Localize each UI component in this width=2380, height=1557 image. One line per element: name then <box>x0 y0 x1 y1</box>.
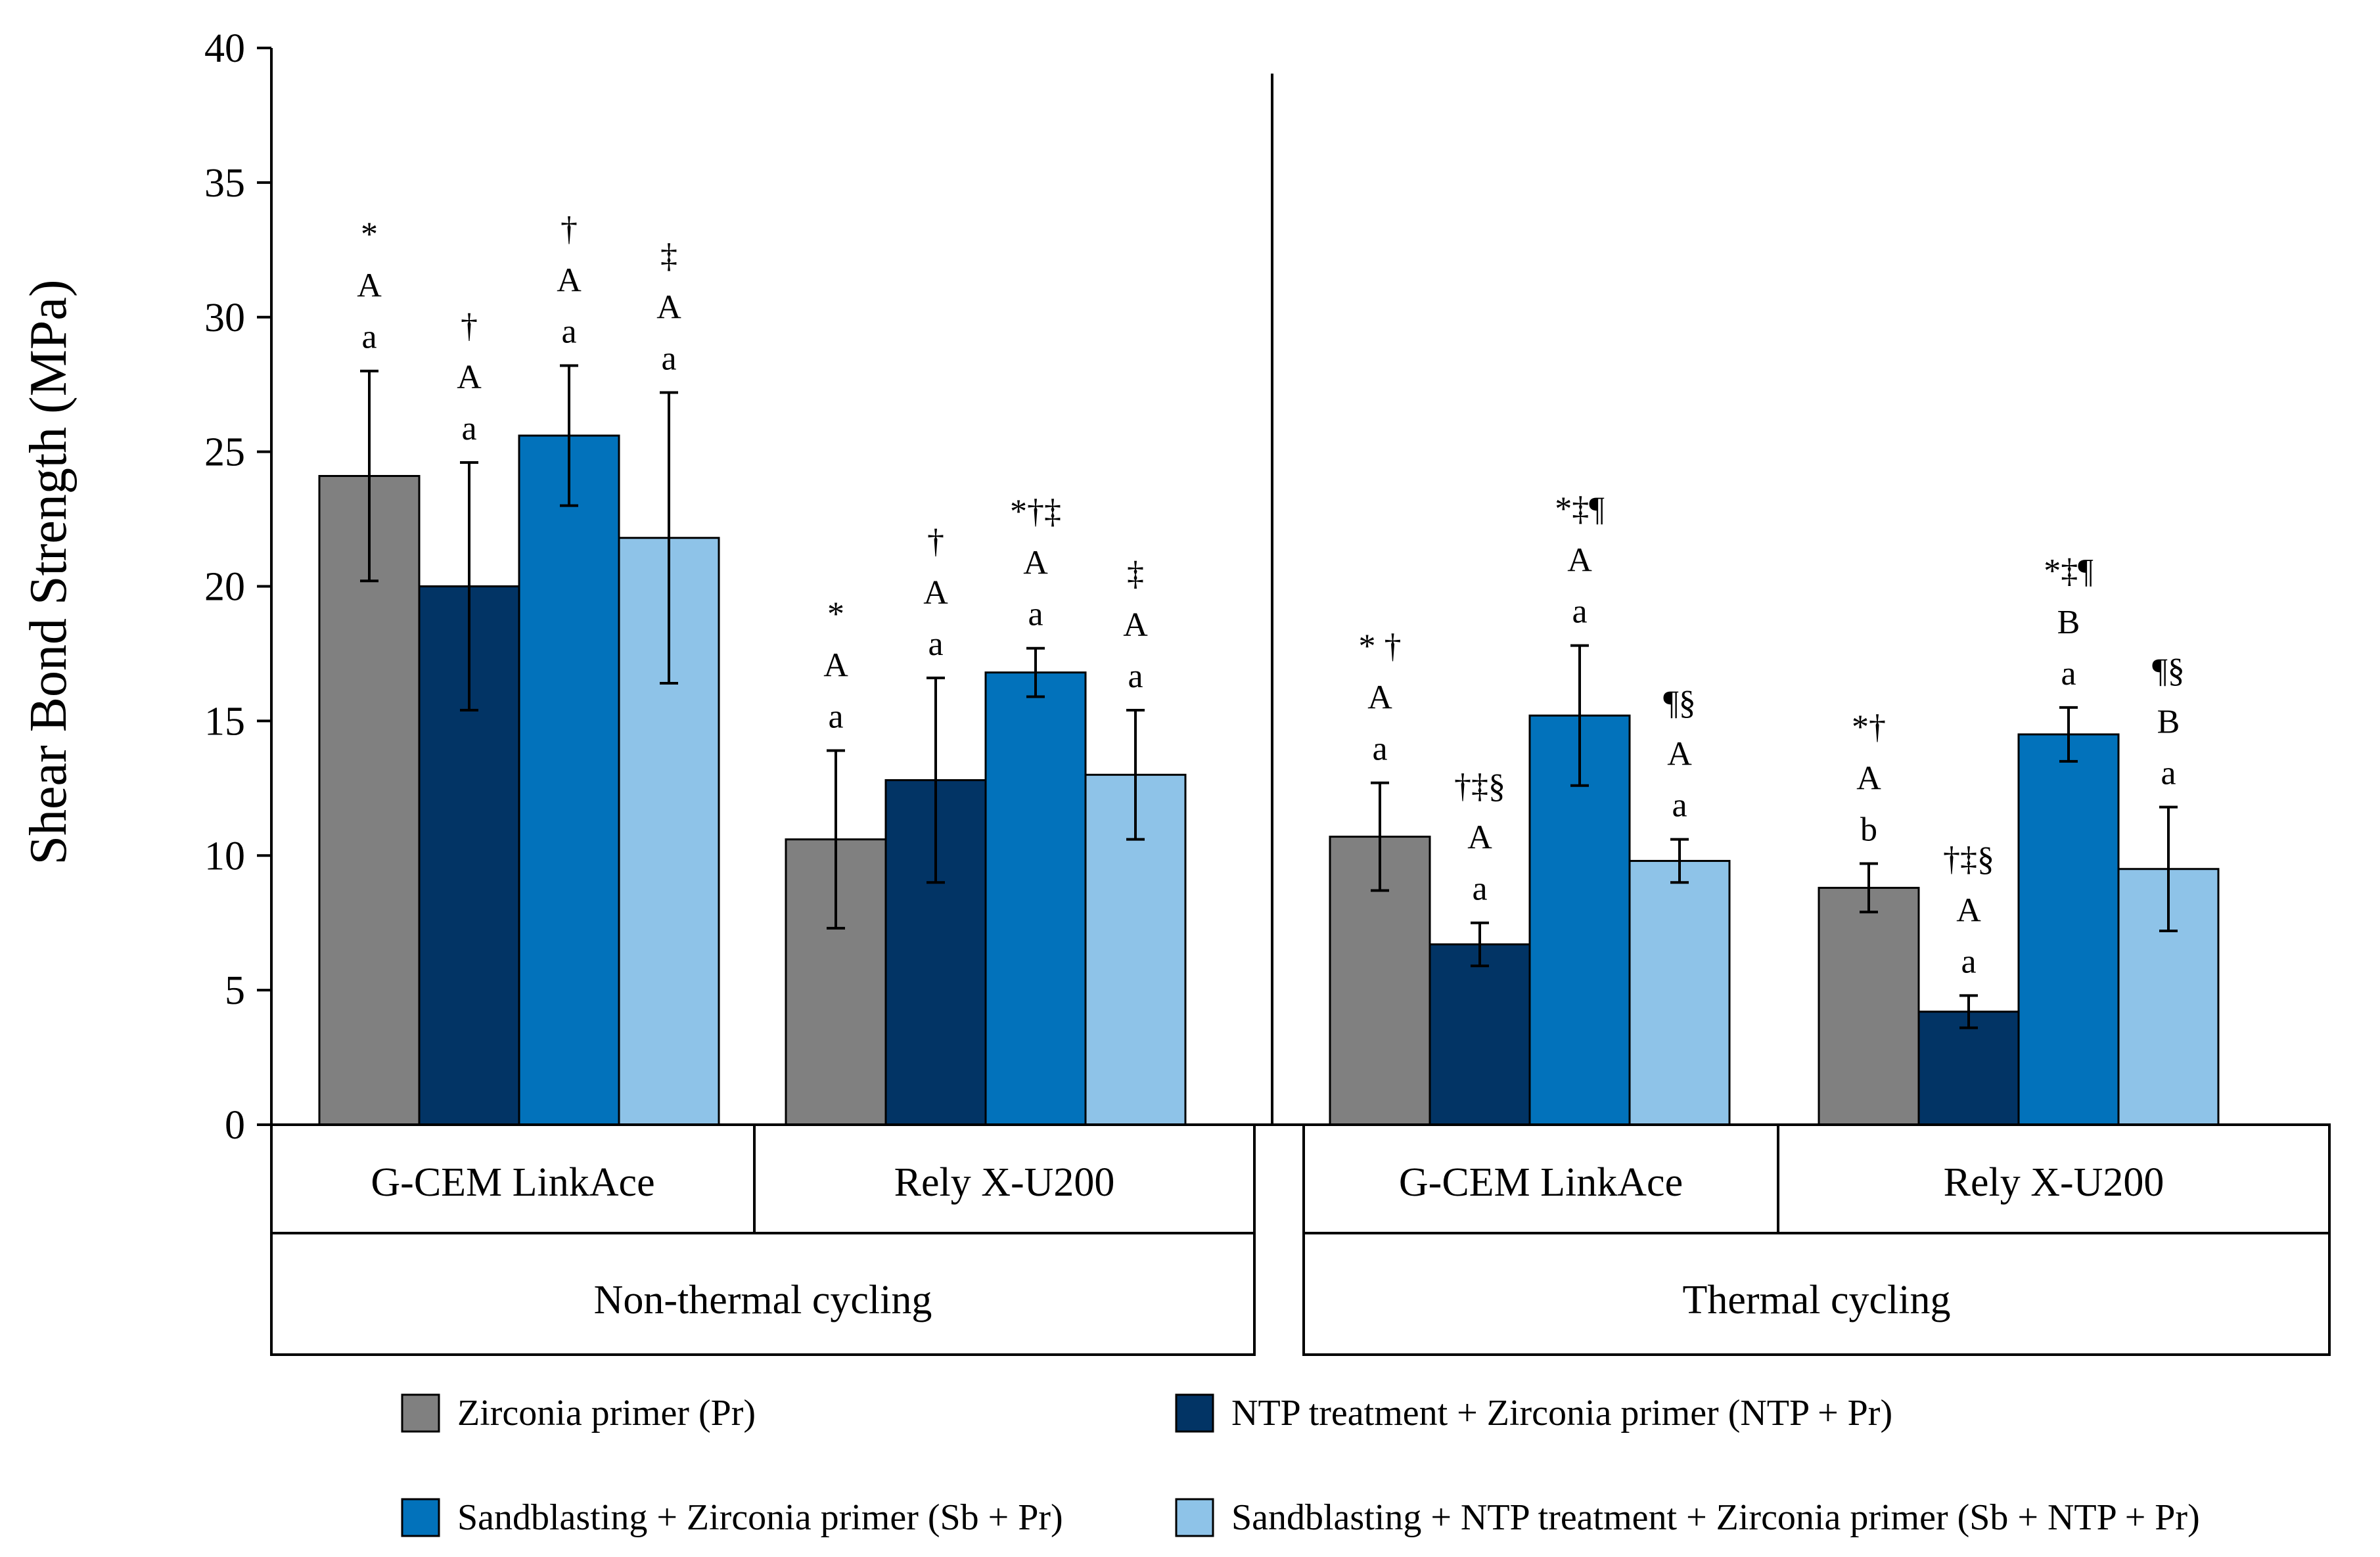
significance-label: A <box>1367 679 1392 717</box>
significance-label: † <box>561 211 578 248</box>
significance-label: ‡ <box>660 237 677 275</box>
significance-label: a <box>828 698 843 735</box>
significance-label: * † <box>1359 628 1402 666</box>
significance-label: A <box>1567 542 1592 579</box>
significance-label: †‡§ <box>1454 768 1505 805</box>
significance-label: * <box>361 216 378 254</box>
significance-label: A <box>1956 891 1981 929</box>
bar <box>1628 859 1731 1126</box>
significance-label: A <box>1467 819 1492 857</box>
significance-label: a <box>1128 658 1143 695</box>
significance-label: A <box>557 262 582 300</box>
legend-swatch <box>401 1393 440 1433</box>
condition-box <box>270 1232 1256 1356</box>
significance-label: *‡¶ <box>2044 553 2094 590</box>
significance-label: † <box>927 523 944 560</box>
significance-label: †‡§ <box>1943 840 1994 878</box>
legend-label: Sandblasting + NTP treatment + Zirconia … <box>1231 1497 2200 1538</box>
significance-label: a <box>461 410 476 447</box>
significance-label: a <box>361 319 377 356</box>
significance-label: b <box>1860 811 1877 849</box>
significance-label: a <box>2161 754 2176 792</box>
significance-label: *†‡ <box>1010 493 1061 531</box>
significance-label: ¶§ <box>1663 685 1696 722</box>
bar <box>984 671 1087 1126</box>
significance-label: A <box>1123 606 1148 644</box>
y-tick-label: 40 <box>204 26 245 71</box>
y-tick-label: 10 <box>204 834 245 878</box>
y-tick-label: 25 <box>204 430 245 475</box>
condition-label: Thermal cycling <box>1683 1278 1951 1322</box>
significance-label: A <box>923 574 948 612</box>
y-tick-label: 15 <box>204 699 245 744</box>
legend-swatch <box>1175 1393 1214 1433</box>
significance-label: * <box>827 595 844 633</box>
significance-label: B <box>2157 703 2180 740</box>
significance-label: ¶§ <box>2152 652 2185 689</box>
significance-label: a <box>1572 593 1587 631</box>
significance-label: a <box>1961 943 1976 980</box>
legend-swatch <box>1175 1498 1214 1537</box>
legend-swatch <box>401 1498 440 1537</box>
significance-label: A <box>1023 545 1048 582</box>
y-tick-label: 5 <box>225 968 245 1013</box>
y-tick-label: 35 <box>204 161 245 206</box>
significance-label: a <box>1472 870 1487 908</box>
significance-label: a <box>1028 596 1043 633</box>
cement-category-label: Rely X-U200 <box>894 1160 1115 1205</box>
bar <box>1818 886 1920 1126</box>
significance-label: *† <box>1852 709 1886 746</box>
significance-label: a <box>928 625 943 663</box>
legend-label: NTP treatment + Zirconia primer (NTP + P… <box>1231 1393 1892 1433</box>
cement-category-label: Rely X-U200 <box>1944 1160 2164 1205</box>
significance-label: a <box>2061 655 2076 692</box>
significance-label: A <box>1667 736 1692 773</box>
legend-label: Sandblasting + Zirconia primer (Sb + Pr) <box>457 1497 1063 1538</box>
significance-label: a <box>661 340 676 377</box>
bar <box>1429 943 1531 1126</box>
cement-category-label: G-CEM LinkAce <box>1399 1160 1683 1205</box>
condition-label: Non-thermal cycling <box>594 1278 932 1322</box>
significance-label: A <box>457 359 482 396</box>
significance-label: A <box>1856 760 1881 798</box>
condition-box <box>1302 1232 2331 1356</box>
bar <box>2017 733 2120 1126</box>
significance-label: *‡¶ <box>1555 491 1605 528</box>
y-tick-label: 0 <box>225 1103 245 1148</box>
y-axis-title: Shear Bond Strength (MPa) <box>20 279 78 865</box>
significance-label: B <box>2057 604 2080 641</box>
significance-label: A <box>656 288 681 326</box>
significance-label: A <box>357 267 382 305</box>
significance-label: ‡ <box>1127 555 1144 593</box>
legend-label: Zirconia primer (Pr) <box>457 1393 756 1433</box>
bar <box>518 434 620 1126</box>
cement-category-label: G-CEM LinkAce <box>371 1160 654 1205</box>
bar <box>1917 1010 2020 1126</box>
significance-label: A <box>823 646 848 684</box>
y-tick-label: 20 <box>204 565 245 610</box>
significance-label: a <box>1372 731 1387 768</box>
significance-label: † <box>461 307 478 345</box>
y-tick-label: 30 <box>204 296 245 340</box>
significance-label: a <box>561 313 576 351</box>
significance-label: a <box>1672 787 1687 824</box>
